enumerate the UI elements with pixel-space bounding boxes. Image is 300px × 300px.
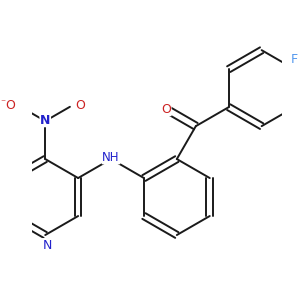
Text: NH: NH xyxy=(102,151,120,164)
Text: N: N xyxy=(42,238,52,252)
Text: N: N xyxy=(40,114,50,127)
Text: O: O xyxy=(75,99,85,112)
Text: F: F xyxy=(291,52,298,65)
Text: O: O xyxy=(5,99,15,112)
Text: O: O xyxy=(161,103,171,116)
Text: ⁻: ⁻ xyxy=(1,98,6,108)
